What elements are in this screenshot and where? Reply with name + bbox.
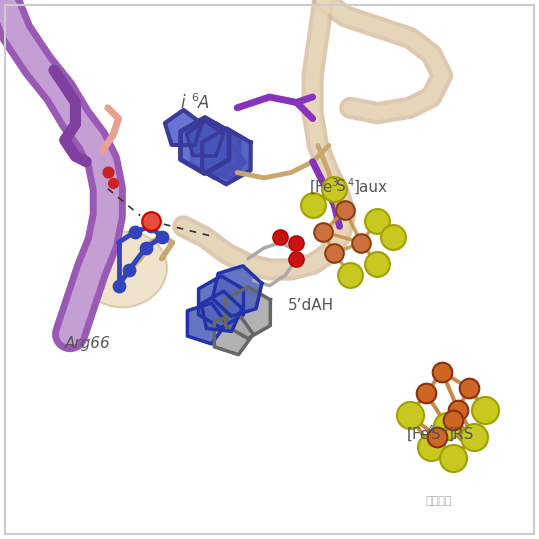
Point	[114, 281, 123, 290]
Point	[405, 411, 414, 419]
Ellipse shape	[81, 232, 167, 307]
Text: [Fe: [Fe	[407, 427, 430, 443]
Text: 固拓生物: 固拓生物	[426, 496, 452, 506]
Polygon shape	[215, 314, 253, 355]
Point	[432, 432, 441, 441]
Point	[465, 384, 473, 392]
Polygon shape	[198, 276, 244, 328]
Point	[147, 222, 155, 231]
Point	[448, 454, 457, 462]
Point	[292, 254, 301, 263]
Text: ]aux: ]aux	[353, 179, 387, 195]
Point	[330, 249, 338, 258]
Point	[373, 217, 382, 225]
Point	[448, 416, 457, 425]
Text: 4: 4	[348, 178, 354, 188]
Polygon shape	[225, 287, 271, 338]
Text: 5’dAH: 5’dAH	[288, 298, 335, 313]
Point	[103, 168, 112, 177]
Text: 3: 3	[331, 178, 337, 188]
Point	[470, 432, 479, 441]
Text: [Fe: [Fe	[310, 179, 333, 195]
Text: 6: 6	[191, 93, 198, 103]
Polygon shape	[212, 266, 262, 316]
Polygon shape	[186, 121, 223, 156]
Text: 4: 4	[427, 425, 433, 436]
Point	[147, 217, 155, 225]
Point	[141, 244, 150, 252]
Text: A: A	[198, 94, 210, 112]
Polygon shape	[212, 144, 245, 179]
Text: ]RS: ]RS	[447, 427, 474, 443]
Point	[319, 227, 328, 236]
Point	[341, 206, 349, 215]
Text: i: i	[181, 94, 185, 112]
Point	[389, 233, 398, 241]
Polygon shape	[202, 291, 242, 331]
Point	[308, 201, 317, 209]
Point	[454, 405, 462, 414]
Point	[330, 184, 338, 193]
Point	[438, 368, 446, 376]
Point	[481, 405, 489, 414]
Point	[346, 271, 355, 279]
Polygon shape	[165, 110, 202, 145]
Point	[427, 443, 436, 452]
Point	[109, 179, 118, 188]
Text: 4: 4	[442, 425, 448, 436]
Text: S: S	[431, 427, 441, 443]
Point	[130, 227, 139, 236]
Text: Arg66: Arg66	[65, 336, 110, 351]
Point	[157, 233, 166, 241]
Point	[373, 260, 382, 268]
Point	[276, 233, 285, 241]
Polygon shape	[181, 118, 229, 174]
Polygon shape	[188, 303, 226, 344]
Point	[443, 421, 452, 430]
Polygon shape	[192, 124, 239, 178]
Point	[421, 389, 430, 398]
Polygon shape	[202, 128, 251, 184]
Point	[292, 238, 301, 247]
Text: S: S	[336, 179, 345, 195]
Point	[125, 265, 134, 274]
Point	[357, 238, 365, 247]
